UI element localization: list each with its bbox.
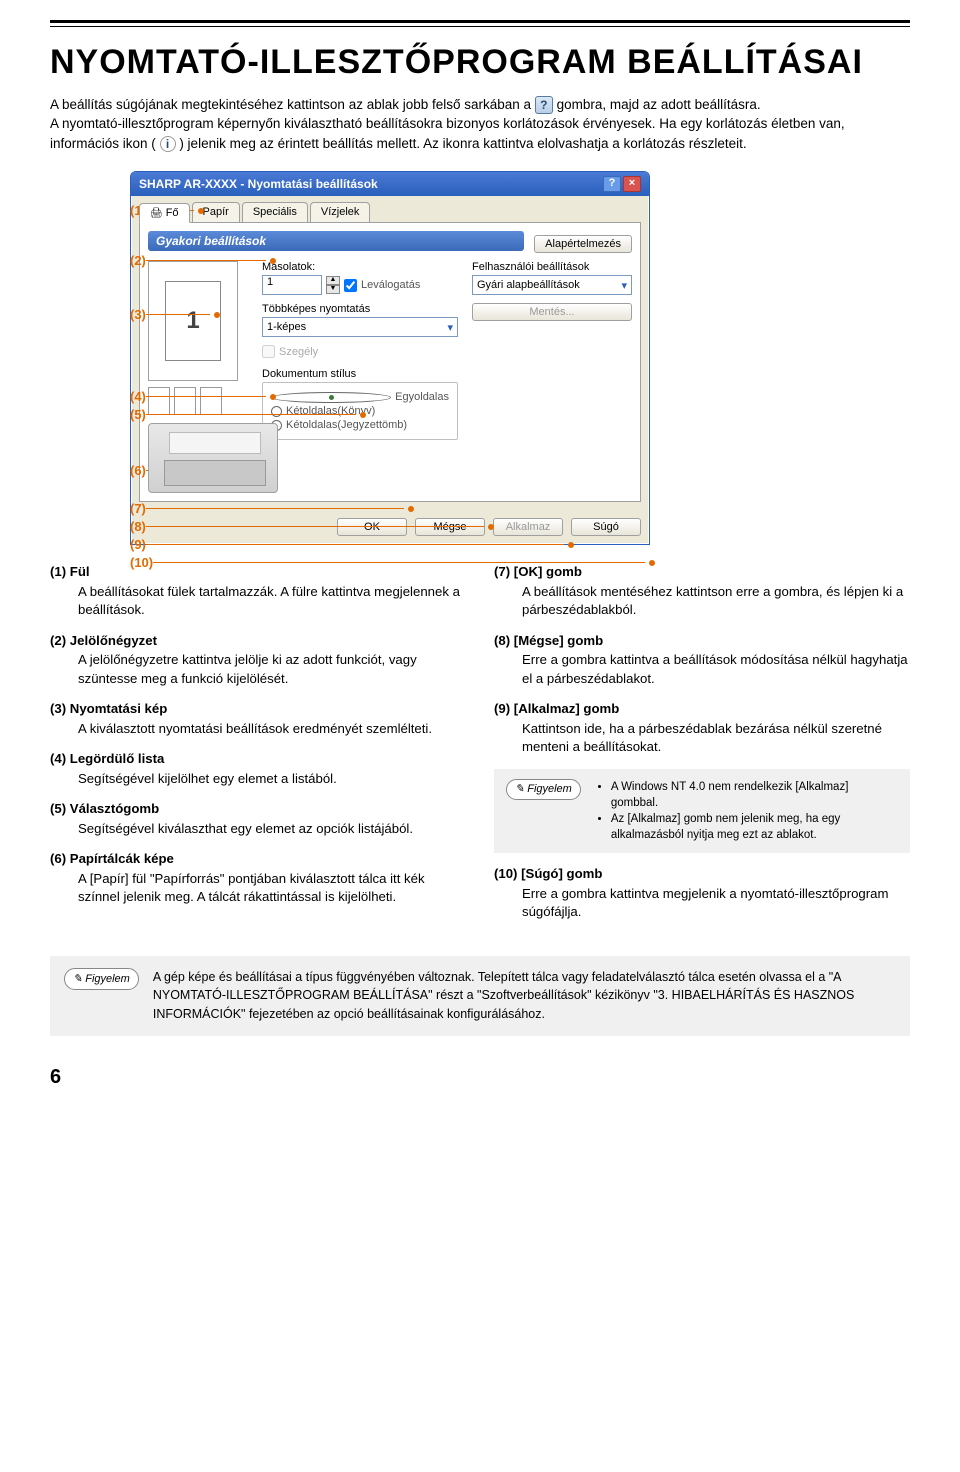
desc-item-3: (3) Nyomtatási kép A kiválasztott nyomta…: [50, 700, 466, 738]
desc-item-8: (8) [Mégse] gomb Erre a gombra kattintva…: [494, 632, 910, 688]
note-badge-footer: Figyelem: [64, 968, 139, 991]
marker-9: (9): [130, 537, 574, 552]
marker-2: (2): [130, 253, 276, 268]
intro-1b: gombra, majd az adott beállításra.: [557, 97, 761, 112]
copies-spinner[interactable]: ▲▼: [326, 276, 340, 294]
footer-note: Figyelem A gép képe és beállításai a típ…: [50, 956, 910, 1036]
save-button[interactable]: Mentés...: [472, 303, 632, 321]
marker-10: (10): [130, 555, 655, 570]
desc-item-2: (2) Jelölőnégyzet A jelölőnégyzetre katt…: [50, 632, 466, 688]
rule-top-thick: [50, 20, 910, 23]
tab-special[interactable]: Speciális: [242, 202, 308, 222]
marker-3: (3): [130, 307, 220, 322]
printer-image[interactable]: [148, 423, 278, 493]
collate-checkbox[interactable]: Leválogatás: [344, 279, 420, 292]
defaults-button[interactable]: Alapértelmezés: [534, 235, 632, 253]
help-icon: ?: [535, 96, 553, 114]
note-bullet: A Windows NT 4.0 nem rendelkezik [Alkalm…: [611, 779, 898, 811]
dialog-titlebar: SHARP AR-XXXX - Nyomtatási beállítások ?…: [131, 172, 649, 196]
desc-item-6: (6) Papírtálcák képe A [Papír] fül "Papí…: [50, 850, 466, 906]
radio-single[interactable]: Egyoldalas: [271, 391, 449, 403]
desc-item-4: (4) Legördülő lista Segítségével kijelöl…: [50, 750, 466, 788]
intro-para-2: A nyomtató-illesztőprogram képernyőn kiv…: [50, 114, 910, 153]
marker-8: (8): [130, 519, 494, 534]
close-icon[interactable]: ×: [623, 176, 641, 192]
page-title: NYOMTATÓ-ILLESZTŐPROGRAM BEÁLLÍTÁSAI: [50, 45, 910, 81]
note-box-small: Figyelem A Windows NT 4.0 nem rendelkezi…: [494, 769, 910, 853]
section-header: Gyakori beállítások: [148, 231, 524, 251]
copies-label: Másolatok:: [262, 261, 458, 273]
intro-para-1: A beállítás súgójának megtekintéséhez ka…: [50, 95, 910, 115]
titlebar-help-icon[interactable]: ?: [603, 176, 621, 192]
note-badge: Figyelem: [506, 779, 581, 800]
note-bullet: Az [Alkalmaz] gomb nem jelenik meg, ha e…: [611, 811, 898, 843]
desc-item-7: (7) [OK] gomb A beállítások mentéséhez k…: [494, 563, 910, 619]
help-button[interactable]: Súgó: [571, 518, 641, 536]
desc-item-10: (10) [Súgó] gomb Erre a gombra kattintva…: [494, 865, 910, 921]
intro-2b: ) jelenik meg az érintett beállítás mell…: [179, 136, 746, 151]
preview-column: 1: [148, 261, 248, 493]
page-number: 6: [50, 1066, 910, 1089]
apply-button[interactable]: Alkalmaz: [493, 518, 563, 536]
desc-item-5: (5) Választógomb Segítségével kiválaszth…: [50, 800, 466, 838]
desc-col-right: (7) [OK] gomb A beállítások mentéséhez k…: [494, 563, 910, 933]
description-columns: (1) Fül A beállításokat fülek tartalmazz…: [50, 563, 910, 933]
desc-col-left: (1) Fül A beállításokat fülek tartalmazz…: [50, 563, 466, 933]
intro-1a: A beállítás súgójának megtekintéséhez ka…: [50, 97, 535, 112]
middle-column: Másolatok: 1 ▲▼ Leválogatás Többképes ny…: [262, 261, 458, 493]
desc-item-9: (9) [Alkalmaz] gomb Kattintson ide, ha a…: [494, 700, 910, 756]
rule-top-thin: [50, 26, 910, 27]
usersettings-select[interactable]: Gyári alapbeállítások▾: [472, 275, 632, 295]
docstyle-label: Dokumentum stílus: [262, 368, 458, 380]
desc-item-1: (1) Fül A beállításokat fülek tartalmazz…: [50, 563, 466, 619]
border-checkbox[interactable]: Szegély: [262, 345, 458, 358]
note-list: A Windows NT 4.0 nem rendelkezik [Alkalm…: [611, 779, 898, 843]
right-column: Felhasználói beállítások Gyári alapbeáll…: [472, 261, 632, 493]
tab-bar: Fő Papír Speciális Vízjelek: [131, 196, 649, 222]
tab-main[interactable]: Fő: [139, 203, 190, 223]
info-icon: i: [160, 136, 176, 152]
copies-input[interactable]: 1: [262, 275, 322, 295]
footer-note-text: A gép képe és beállításai a típus függvé…: [153, 968, 896, 1024]
tab-watermark[interactable]: Vízjelek: [310, 202, 371, 222]
multipage-label: Többképes nyomtatás: [262, 303, 458, 315]
dialog-window: SHARP AR-XXXX - Nyomtatási beállítások ?…: [130, 171, 650, 545]
screenshot-region: (1) (2) (3) (4) (5) (6) (7) (8) (9) (10)…: [130, 171, 690, 545]
dialog-title: SHARP AR-XXXX - Nyomtatási beállítások: [139, 177, 378, 191]
multipage-select[interactable]: 1-képes▾: [262, 317, 458, 337]
marker-4: (4): [130, 389, 276, 404]
marker-7: (7): [130, 501, 414, 516]
marker-5: (5): [130, 407, 366, 422]
usersettings-label: Felhasználói beállítások: [472, 261, 632, 273]
